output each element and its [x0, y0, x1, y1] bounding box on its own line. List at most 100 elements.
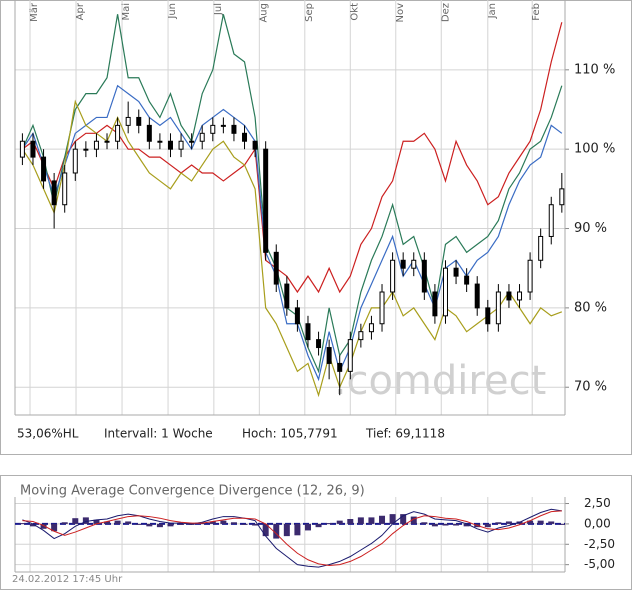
histogram-bar [104, 521, 111, 524]
histogram-bar [114, 520, 121, 524]
histogram-bar [125, 521, 132, 524]
candle-body [220, 124, 226, 127]
candle-body [358, 331, 364, 341]
x-tick-label: Sep [304, 3, 315, 22]
histogram-bar [326, 523, 333, 525]
y-tick-label: -2,50 [584, 537, 615, 551]
histogram-bar [505, 521, 512, 524]
candle-body [41, 156, 47, 182]
histogram-bar [156, 523, 163, 528]
candle-body [167, 140, 173, 150]
candle-body [506, 291, 512, 301]
histogram-bar [442, 523, 449, 526]
histogram-bar [495, 522, 502, 524]
candle-body [146, 124, 152, 142]
candle-body [72, 148, 78, 174]
y-tick-label: 2,50 [584, 496, 611, 510]
histogram-bar [304, 523, 311, 531]
x-tick-label: Apr [75, 2, 86, 20]
candle-body [379, 291, 385, 325]
candle-body [538, 235, 544, 261]
histogram-bar [220, 520, 227, 524]
y-tick-label: 80 % [574, 300, 607, 315]
x-tick-label: Jan [487, 3, 498, 19]
x-tick-label: Mär [29, 2, 40, 22]
candle-body [453, 267, 459, 277]
info-low: Tief: 69,1118 [365, 427, 445, 441]
info-high: Hoch: 105,7791 [242, 427, 338, 441]
histogram-bar [93, 519, 100, 524]
candle-body [316, 339, 322, 349]
histogram-bar [336, 520, 343, 524]
histogram-bar [389, 514, 396, 524]
x-tick-label: Jun [167, 3, 178, 20]
candle-body [51, 180, 57, 206]
histogram-bar [548, 521, 555, 524]
x-tick-label: Aug [258, 3, 269, 23]
candle-body [93, 140, 99, 150]
x-tick-label: Dez [440, 3, 451, 22]
x-tick-label: Mai [121, 3, 132, 21]
histogram-bar [72, 518, 79, 524]
x-tick-label: Nov [395, 3, 406, 23]
candle-body [517, 291, 523, 301]
y-tick-label: 90 % [574, 221, 607, 236]
histogram-bar [368, 517, 375, 524]
candle-body [421, 259, 427, 293]
candle-body [347, 339, 353, 372]
histogram-bar [178, 523, 185, 525]
candle-body [474, 283, 480, 309]
histogram-bar [431, 523, 438, 527]
histogram-bar [167, 523, 174, 527]
histogram-bar [379, 515, 386, 524]
histogram-bar [146, 523, 153, 527]
y-tick-label: 70 % [574, 380, 607, 395]
histogram-bar [421, 522, 428, 524]
candle-body [326, 347, 332, 364]
histogram-bar [29, 523, 36, 527]
candle-body [390, 259, 396, 293]
histogram-bar [135, 523, 142, 525]
histogram-bar [262, 523, 269, 537]
histogram-bar [61, 522, 68, 524]
info-interval: Intervall: 1 Woche [104, 427, 213, 441]
candle-body [294, 307, 300, 325]
candle-body [178, 140, 184, 150]
watermark: .comdirect [334, 358, 547, 404]
candle-body [442, 267, 448, 317]
series-line [21, 84, 563, 382]
candle-body [83, 148, 89, 151]
histogram-bar [537, 520, 544, 524]
candle-body [30, 140, 36, 158]
histogram-bar [40, 523, 47, 529]
histogram-bar [241, 523, 248, 525]
histogram-bar [294, 523, 301, 536]
candle-body [432, 291, 438, 317]
candle-body [337, 362, 343, 372]
candle-body [464, 275, 470, 285]
histogram-bar [347, 519, 354, 524]
candle-body [284, 283, 290, 309]
series-line [21, 99, 563, 398]
histogram-bar [230, 522, 237, 524]
candle-body [136, 116, 142, 126]
macd-title: Moving Average Convergence Divergence (1… [20, 484, 365, 499]
histogram-bar [453, 523, 460, 526]
histogram-bar [209, 521, 216, 524]
histogram-bar [315, 523, 322, 528]
histogram-bar [357, 517, 364, 524]
y-tick-label: 100 % [574, 142, 615, 157]
candle-body [252, 140, 258, 150]
histogram-bar [400, 514, 407, 524]
candle-body [263, 148, 269, 253]
candle-body [400, 259, 406, 269]
series-line [22, 508, 562, 568]
x-tick-label: Jul [213, 3, 224, 16]
candle-body [125, 116, 131, 126]
y-tick-label: 0,00 [584, 516, 611, 530]
histogram-bar [558, 523, 565, 525]
candle-body [115, 124, 121, 142]
y-tick-label: -5,00 [584, 557, 615, 571]
candle-body [305, 323, 311, 341]
